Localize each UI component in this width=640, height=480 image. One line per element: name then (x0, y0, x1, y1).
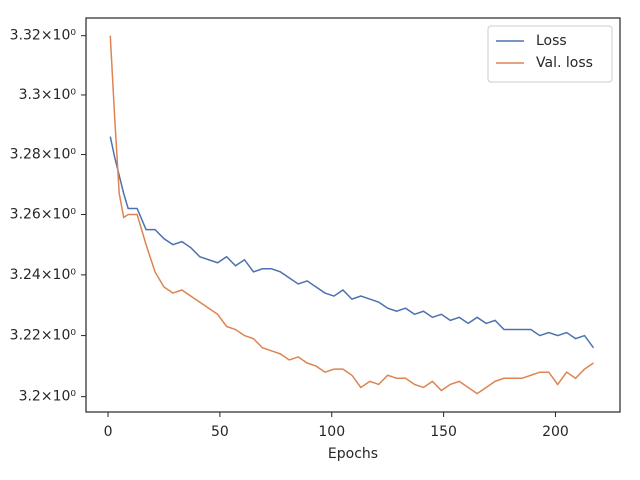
x-axis-label: Epochs (328, 446, 378, 462)
plot-frame (85, 17, 621, 413)
x-tick-label: 150 (430, 424, 457, 440)
x-tick-label: 100 (318, 424, 345, 440)
y-tick-label: 3.28×10⁰ (10, 147, 77, 163)
x-tick-label: 200 (542, 424, 569, 440)
legend-box (487, 25, 613, 83)
y-tick-label: 3.32×10⁰ (10, 28, 77, 44)
y-tick-label: 3.26×10⁰ (10, 207, 77, 223)
y-tick-label: 3.22×10⁰ (10, 328, 77, 344)
legend-label: Val. loss (536, 55, 593, 71)
line-series (109, 35, 594, 395)
line-series (109, 136, 595, 349)
x-tick-label: 50 (211, 424, 229, 440)
y-tick-label: 3.3×10⁰ (19, 87, 77, 103)
y-tick-label: 3.24×10⁰ (10, 267, 77, 283)
y-tick-label: 3.2×10⁰ (19, 389, 77, 405)
x-tick-label: 0 (104, 424, 113, 440)
legend-label: Loss (536, 33, 567, 49)
